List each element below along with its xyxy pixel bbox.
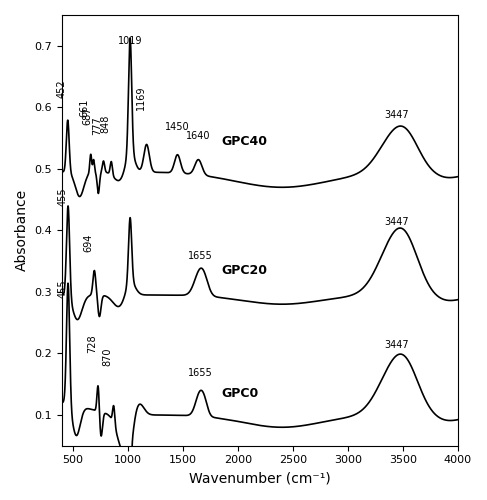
Text: 1640: 1640 xyxy=(186,131,211,141)
Text: 1019: 1019 xyxy=(118,36,142,46)
Text: 1655: 1655 xyxy=(187,251,212,261)
Text: 777: 777 xyxy=(93,116,103,135)
Text: 848: 848 xyxy=(100,115,111,133)
Text: 870: 870 xyxy=(103,347,113,366)
Text: 661: 661 xyxy=(80,98,90,116)
Text: GPC0: GPC0 xyxy=(222,387,259,400)
Text: 3447: 3447 xyxy=(385,340,410,350)
Text: GPC40: GPC40 xyxy=(222,134,267,147)
Text: 694: 694 xyxy=(83,234,94,252)
Text: 455: 455 xyxy=(57,280,67,298)
Text: GPC20: GPC20 xyxy=(222,264,267,277)
Text: 455: 455 xyxy=(57,187,67,206)
Text: 687: 687 xyxy=(83,106,93,124)
Text: 1169: 1169 xyxy=(136,86,146,110)
X-axis label: Wavenumber (cm⁻¹): Wavenumber (cm⁻¹) xyxy=(189,471,331,485)
Text: 3447: 3447 xyxy=(385,218,410,228)
Text: 1450: 1450 xyxy=(165,122,190,132)
Text: 1655: 1655 xyxy=(187,368,212,378)
Y-axis label: Absorbance: Absorbance xyxy=(15,190,29,272)
Text: 728: 728 xyxy=(87,335,97,353)
Text: 3447: 3447 xyxy=(385,110,410,120)
Text: 452: 452 xyxy=(57,80,67,98)
